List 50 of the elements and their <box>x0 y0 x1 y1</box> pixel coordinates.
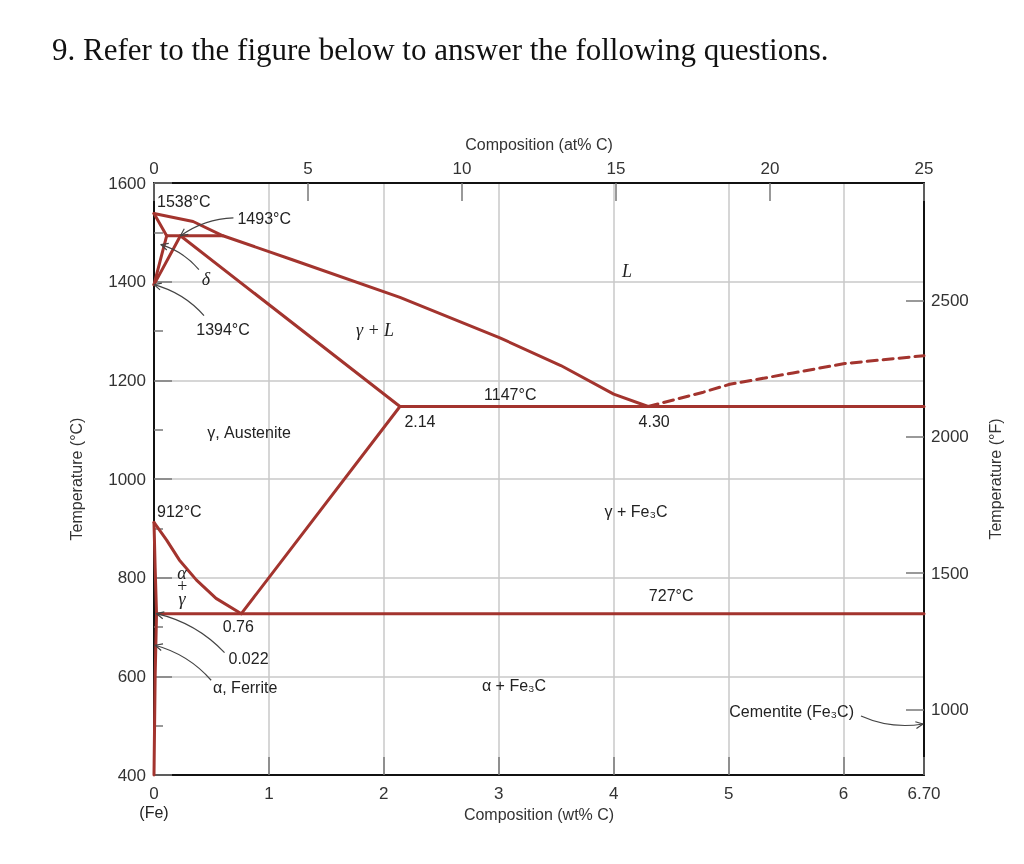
y2-tick-label: 1500 <box>931 563 969 583</box>
y-tick-label: 1000 <box>108 469 146 489</box>
annotation: 0.76 <box>222 618 255 636</box>
annotation: α + Fe₃C <box>481 676 547 694</box>
y-tick-label: 600 <box>117 666 146 686</box>
annotation: γ + L <box>355 320 395 340</box>
annotation: 2.14 <box>404 412 436 430</box>
y2-tick-label: 2000 <box>931 427 969 447</box>
annotation: 727°C <box>648 587 694 605</box>
y-axis-title: Temperature (°C) <box>67 417 85 541</box>
annotation: δ <box>201 268 211 289</box>
x-tick-label: 0 <box>149 784 159 803</box>
y2-tick-label: 2500 <box>931 290 969 310</box>
x-tick-label: 1 <box>264 784 274 803</box>
text: (Fe) <box>139 803 169 821</box>
x2-tick-label: 15 <box>606 159 626 178</box>
y-tick-label: 1600 <box>108 173 146 193</box>
y2-axis-title: Temperature (°F) <box>986 418 1004 540</box>
annotation: 912°C <box>157 502 202 520</box>
x2-axis-title: Composition (at% C) <box>465 135 613 153</box>
x-axis-title: Composition (wt% C) <box>463 806 615 824</box>
annotation: 1538°C <box>157 193 211 211</box>
y-tick-label: 400 <box>117 765 146 785</box>
x-tick-label: 3 <box>494 784 504 803</box>
x-tick-label: 6 <box>838 784 849 803</box>
annotation: 1493°C <box>237 210 291 228</box>
annotation: α, Ferrite <box>212 678 278 696</box>
annotation: L <box>620 261 633 281</box>
x2-tick-label: 25 <box>914 159 934 178</box>
y-tick-label: 1200 <box>108 370 146 390</box>
x2-tick-label: 5 <box>303 159 313 178</box>
annotation: 1147°C <box>484 385 537 403</box>
annotation: 4.30 <box>638 412 670 430</box>
x2-tick-label: 0 <box>149 159 159 178</box>
x-tick-label: 5 <box>723 784 734 803</box>
annotation: γ, Austenite <box>207 423 291 441</box>
annotation: 1394°C <box>196 321 250 339</box>
x2-tick-label: 10 <box>452 159 472 178</box>
chart-title: 9. Refer to the figure below to answer the following questions. <box>52 32 829 67</box>
x-tick-label: 6.70 <box>907 784 941 803</box>
annotation: 0.022 <box>228 650 269 668</box>
x-tick-label: 2 <box>379 784 389 803</box>
y-tick-label: 800 <box>117 568 146 588</box>
annotation: γ + Fe₃C <box>604 502 668 520</box>
y2-tick-label: 1000 <box>931 700 969 720</box>
annotation: Cementite (Fe₃C) <box>729 702 854 720</box>
annotation: α + γ <box>175 563 189 609</box>
x2-tick-label: 20 <box>760 159 780 178</box>
y-tick-label: 1400 <box>108 272 146 292</box>
x-tick-label: 4 <box>608 784 619 803</box>
